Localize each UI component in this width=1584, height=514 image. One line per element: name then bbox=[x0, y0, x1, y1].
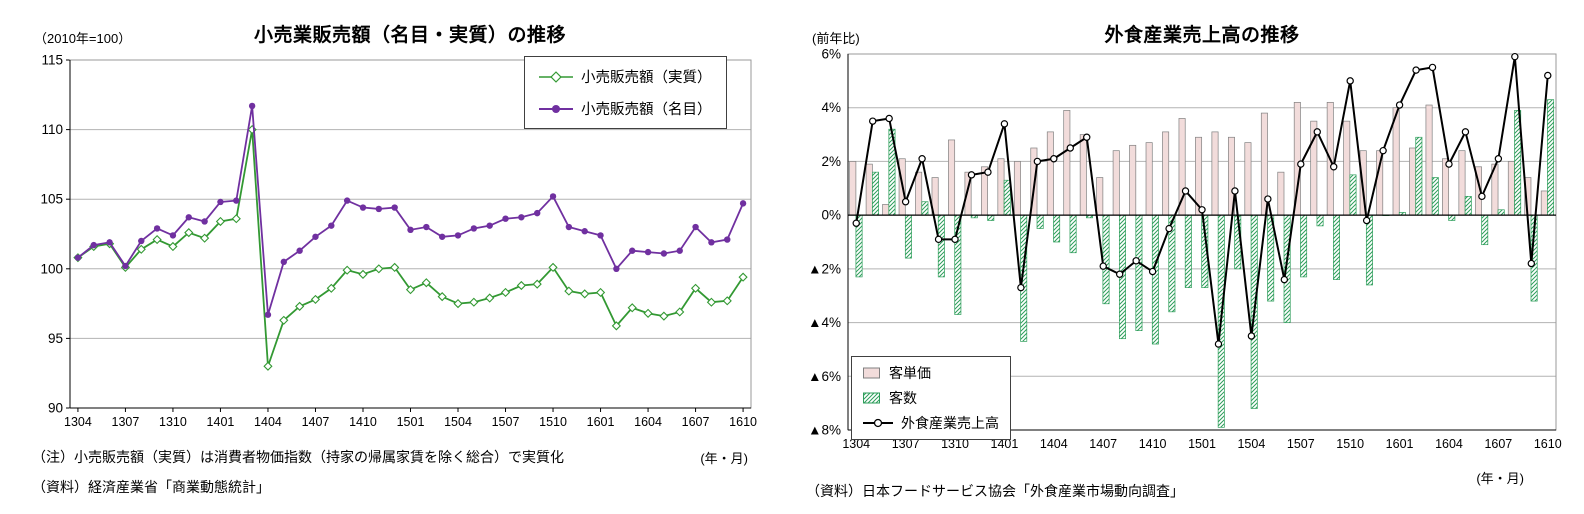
svg-text:6%: 6% bbox=[821, 47, 841, 62]
svg-text:1410: 1410 bbox=[1139, 437, 1167, 451]
svg-text:1401: 1401 bbox=[207, 415, 235, 429]
svg-text:1501: 1501 bbox=[397, 415, 425, 429]
legend-label-total-sales: 外食産業売上高 bbox=[901, 415, 999, 431]
svg-text:1607: 1607 bbox=[682, 415, 710, 429]
nominal-series-marker-icon bbox=[539, 104, 573, 113]
legend-item-avg-spend: 客単価 bbox=[863, 363, 999, 383]
svg-text:1310: 1310 bbox=[941, 437, 969, 451]
retail-chart-plot: 90 95 100 105 110 115 1304 1307 1310 1401 1404 1407… bbox=[40, 53, 757, 430]
left-chart-note: （注）小売販売額（実質）は消費者物価指数（持家の帰属家賃を除く総合）で実質化 bbox=[32, 449, 564, 465]
svg-text:1610: 1610 bbox=[729, 415, 757, 429]
svg-text:▲2%: ▲2% bbox=[808, 261, 841, 276]
right-chart-title: 外食産業売上高の推移 bbox=[1104, 25, 1300, 46]
left-chart-title: 小売業販売額（名目・実質）の推移 bbox=[253, 25, 566, 46]
svg-text:▲6%: ▲6% bbox=[808, 369, 841, 384]
svg-text:1404: 1404 bbox=[254, 415, 282, 429]
svg-text:1610: 1610 bbox=[1534, 437, 1562, 451]
legend-item-real: 小売販売額（実質） bbox=[539, 66, 712, 87]
retail-sales-chart-card: （2010年=100） 小売業販売額（名目・実質）の推移 90 95 100 105 1… bbox=[32, 25, 757, 495]
svg-text:1607: 1607 bbox=[1484, 437, 1512, 451]
svg-text:1601: 1601 bbox=[587, 415, 615, 429]
svg-text:90: 90 bbox=[48, 401, 63, 416]
legend-item-customers: 客数 bbox=[863, 388, 999, 408]
right-chart-source: （資料）日本フードサービス協会「外食産業市場動向調査」 bbox=[806, 483, 1184, 499]
svg-text:▲4%: ▲4% bbox=[808, 315, 841, 330]
svg-text:1510: 1510 bbox=[1336, 437, 1364, 451]
svg-text:0%: 0% bbox=[821, 208, 841, 223]
svg-text:1407: 1407 bbox=[1089, 437, 1117, 451]
svg-text:4%: 4% bbox=[821, 100, 841, 115]
legend-label-avg-spend: 客単価 bbox=[889, 365, 931, 381]
legend-item-total-sales: 外食産業売上高 bbox=[863, 413, 999, 433]
foodservice-sales-chart-card: (前年比) 外食産業売上高の推移 6% 4% 2% 0% ▲2% ▲4% ▲6% ▲8% 130… bbox=[792, 0, 1584, 514]
svg-text:1304: 1304 bbox=[842, 437, 870, 451]
svg-text:1504: 1504 bbox=[444, 415, 472, 429]
svg-text:1410: 1410 bbox=[349, 415, 377, 429]
svg-text:1601: 1601 bbox=[1386, 437, 1414, 451]
customers-swatch-icon bbox=[863, 392, 880, 404]
svg-text:1304: 1304 bbox=[64, 415, 92, 429]
svg-text:100: 100 bbox=[40, 261, 63, 276]
svg-text:2%: 2% bbox=[821, 154, 841, 169]
left-x-axis-unit-label: (年・月) bbox=[700, 451, 748, 466]
svg-text:1604: 1604 bbox=[634, 415, 662, 429]
svg-text:1307: 1307 bbox=[892, 437, 920, 451]
svg-text:115: 115 bbox=[41, 53, 63, 68]
svg-text:110: 110 bbox=[41, 122, 63, 137]
legend-label-real: 小売販売額（実質） bbox=[581, 70, 712, 86]
svg-text:1504: 1504 bbox=[1237, 437, 1265, 451]
svg-text:105: 105 bbox=[40, 192, 63, 207]
avg-spend-swatch-icon bbox=[863, 367, 880, 379]
svg-text:1401: 1401 bbox=[991, 437, 1019, 451]
real-series-marker-icon bbox=[539, 70, 573, 83]
legend-item-nominal: 小売販売額（名目） bbox=[539, 98, 712, 119]
right-chart-legend: 客単価 客数 外食産業売上高 bbox=[851, 356, 1011, 440]
svg-text:1501: 1501 bbox=[1188, 437, 1216, 451]
right-x-axis-unit-label: (年・月) bbox=[1476, 471, 1524, 486]
svg-text:1507: 1507 bbox=[492, 415, 520, 429]
left-chart-source: （資料）経済産業省「商業動態統計」 bbox=[32, 479, 270, 495]
right-y-axis-unit-label: (前年比) bbox=[812, 31, 860, 46]
svg-text:1307: 1307 bbox=[112, 415, 140, 429]
svg-text:1404: 1404 bbox=[1040, 437, 1068, 451]
svg-text:1510: 1510 bbox=[539, 415, 567, 429]
svg-text:1310: 1310 bbox=[159, 415, 187, 429]
left-y-axis-unit-label: （2010年=100） bbox=[34, 31, 132, 46]
legend-label-customers: 客数 bbox=[889, 390, 917, 406]
legend-label-nominal: 小売販売額（名目） bbox=[581, 102, 712, 118]
svg-text:95: 95 bbox=[48, 331, 63, 346]
left-chart-legend: 小売販売額（実質） 小売販売額（名目） bbox=[524, 56, 727, 129]
total-sales-marker-icon bbox=[863, 418, 893, 428]
svg-text:1507: 1507 bbox=[1287, 437, 1315, 451]
svg-text:▲8%: ▲8% bbox=[808, 423, 841, 438]
svg-text:1407: 1407 bbox=[302, 415, 330, 429]
svg-text:1604: 1604 bbox=[1435, 437, 1463, 451]
foodservice-chart-plot: 6% 4% 2% 0% ▲2% ▲4% ▲6% ▲8%1304 1307 1310 1401 1404… bbox=[808, 47, 1562, 452]
